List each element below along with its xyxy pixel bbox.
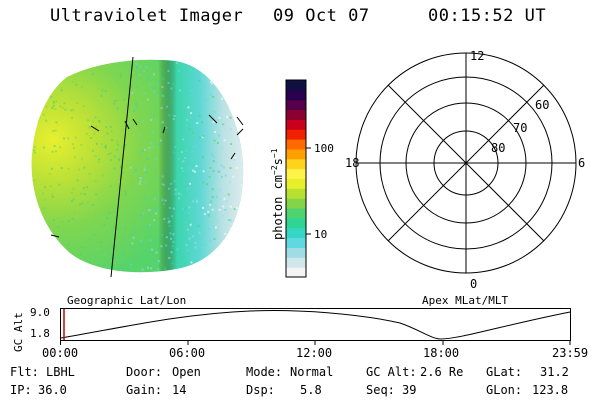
colorbar-segment — [286, 267, 306, 278]
mlt-label-18: 18 — [345, 156, 359, 170]
meridian-line — [110, 56, 134, 278]
seq-label: Seq: — [366, 383, 395, 397]
time-tick-0600: 06:00 — [169, 346, 206, 360]
colorbar-segment — [286, 109, 306, 120]
gc-alt-axis-label: GC Alt — [12, 312, 25, 352]
app-title: Ultraviolet Imager — [50, 6, 244, 26]
apex-mlat-label: Apex MLat/MLT — [422, 294, 509, 307]
uv-image[interactable] — [25, 55, 255, 280]
colorbar-segment — [286, 119, 306, 130]
colorbar-segment — [286, 208, 306, 219]
lat-label-60: 60 — [535, 98, 549, 112]
time-tick-1800: 18:00 — [423, 346, 460, 360]
seq-value: 39 — [402, 383, 417, 397]
polar-grid: 12 18 6 0 60 70 80 — [345, 49, 585, 291]
colorbar-segment — [286, 227, 306, 239]
ip-label: IP: — [10, 383, 32, 397]
colorbar-segment — [286, 89, 306, 101]
gain-value: 14 — [172, 383, 187, 397]
colorbar-segment — [286, 178, 306, 189]
glat-label: GLat: — [486, 365, 523, 379]
colorbar-segment — [286, 247, 306, 258]
mlt-label-0: 0 — [470, 277, 477, 291]
colorbar-segment — [286, 217, 306, 229]
dsp-label: Dsp: — [246, 383, 275, 397]
filter-label: Flt: — [10, 365, 39, 379]
lat-label-80: 80 — [491, 141, 505, 155]
time-tick-2359: 23:59 — [552, 346, 589, 360]
colorbar-tick-10: 10 — [314, 228, 327, 241]
colorbar-label: photon cm−2s−1 — [270, 148, 285, 240]
mode-value: Normal — [290, 365, 334, 379]
alt-tick-9: 9.0 — [30, 306, 50, 319]
colorbar-segment — [286, 129, 306, 140]
mode-label: Mode: — [246, 365, 283, 379]
lat-label-70: 70 — [513, 121, 527, 135]
colorbar-segment — [286, 80, 306, 91]
colorbar-segment — [286, 188, 306, 199]
colorbar-segment — [286, 168, 306, 179]
time-tick-0000: 00:00 — [42, 346, 79, 360]
alt-tick-1-8: 1.8 — [30, 327, 50, 340]
geo-latlon-label: Geographic Lat/Lon — [67, 294, 187, 307]
colorbar-segment — [286, 158, 306, 170]
glon-label: GLon: — [486, 383, 523, 397]
colorbar-segment — [286, 139, 306, 150]
door-label: Door: — [126, 365, 163, 379]
glat-value: 31.2 — [540, 365, 569, 379]
gc-alt-label: GC Alt: — [366, 365, 417, 379]
mlt-label-6: 6 — [578, 156, 585, 170]
mlt-label-12: 12 — [470, 49, 484, 63]
colorbar-segment — [286, 198, 306, 209]
time-tick-1200: 12:00 — [296, 346, 333, 360]
colorbar-segment — [286, 148, 306, 160]
filter-value: LBHL — [46, 365, 75, 379]
ip-value: 36.0 — [38, 383, 67, 397]
gain-label: Gain: — [126, 383, 163, 397]
door-value: Open — [172, 365, 201, 379]
colorbar: 100 10 — [285, 79, 334, 278]
gc-alt-value: 2.6 Re — [420, 365, 464, 379]
colorbar-segment — [286, 99, 306, 111]
colorbar-tick-100: 100 — [314, 142, 334, 155]
colorbar-segment — [286, 257, 306, 268]
orbit-timeline[interactable] — [60, 308, 572, 345]
colorbar-segment — [286, 237, 306, 248]
glon-value: 123.8 — [532, 383, 569, 397]
date-readout: 09 Oct 07 — [273, 6, 370, 26]
time-readout: 00:15:52 UT — [428, 6, 547, 26]
dsp-value: 5.8 — [300, 383, 322, 397]
